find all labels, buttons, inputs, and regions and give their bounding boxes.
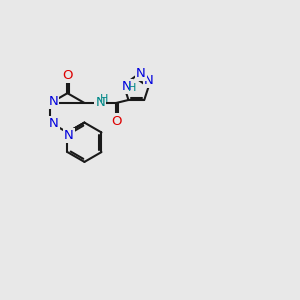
Text: N: N [95,97,105,110]
Text: N: N [49,117,59,130]
Text: N: N [122,80,132,93]
Text: H: H [100,94,109,104]
Text: H: H [128,83,136,93]
Text: N: N [144,74,154,87]
Text: O: O [62,69,73,82]
Text: N: N [136,68,146,80]
Text: N: N [49,95,58,108]
Text: O: O [111,115,121,128]
Text: N: N [64,129,74,142]
